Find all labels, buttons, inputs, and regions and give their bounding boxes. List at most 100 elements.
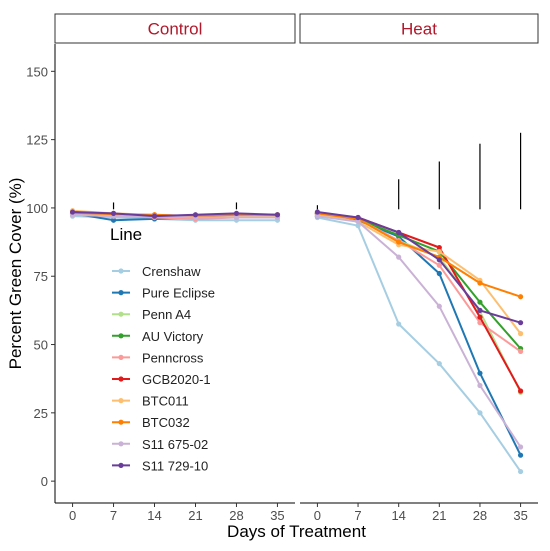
- legend-label: BTC011: [142, 394, 189, 409]
- panel-control: Control 0 7 14 21 28 35: [54, 13, 296, 523]
- legend-item: GCB2020-1: [112, 372, 211, 387]
- data-point: [477, 299, 483, 305]
- legend-label: BTC032: [142, 415, 190, 430]
- data-point: [396, 254, 402, 260]
- data-point: [517, 294, 524, 300]
- legend-label: Penn A4: [142, 307, 191, 322]
- facet-strip: [299, 13, 539, 44]
- legend-item: AU Victory: [112, 329, 204, 344]
- data-point: [477, 382, 483, 389]
- facet-strip-label: Heat: [401, 20, 437, 39]
- x-axis-title: Days of Treatment: [227, 522, 366, 541]
- x-tick-label: 28: [473, 508, 487, 523]
- legend: Line Crenshaw Pure Eclipse Penn A4 AU Victor…: [110, 225, 215, 473]
- legend-label: Pure Eclipse: [142, 286, 215, 301]
- data-point: [355, 223, 361, 229]
- x-tick-label: 21: [188, 508, 202, 523]
- legend-key-point: [118, 376, 124, 382]
- x-tick-label: 0: [69, 508, 76, 523]
- legend-item: S11 675-02: [112, 437, 208, 452]
- legend-item: Penn A4: [112, 307, 191, 322]
- data-point: [477, 314, 483, 320]
- legend-label: Penncross: [142, 350, 204, 365]
- x-tick-label: 35: [270, 508, 284, 523]
- legend-key-point: [118, 333, 124, 339]
- data-point: [274, 212, 281, 218]
- series-line: [72, 213, 278, 219]
- data-point: [436, 361, 442, 367]
- series-line: [317, 215, 522, 448]
- series-line: [317, 216, 522, 473]
- x-tick-label: 7: [354, 508, 361, 523]
- data-point: [436, 303, 442, 309]
- data-point: [396, 239, 402, 245]
- series-line: [317, 211, 521, 324]
- data-point: [477, 410, 483, 416]
- legend-label: S11 729-10: [142, 458, 208, 473]
- data-point: [517, 331, 524, 337]
- series-line: [317, 213, 522, 335]
- legend-item: S11 729-10: [112, 458, 208, 473]
- legend-key-point: [118, 398, 124, 404]
- data-point: [517, 320, 524, 326]
- facet-strip-label: Control: [148, 20, 203, 39]
- data-point: [233, 210, 240, 216]
- data-point: [477, 307, 483, 313]
- legend-key-point: [118, 311, 124, 317]
- series-line: [317, 212, 521, 298]
- legend-key-point: [118, 354, 124, 360]
- y-axis-title: Percent Green Cover (%): [6, 178, 25, 370]
- legend-key-point: [118, 462, 124, 468]
- data-point: [517, 468, 524, 475]
- data-point: [233, 214, 240, 221]
- legend-title: Line: [110, 225, 142, 244]
- series-line: [317, 212, 522, 392]
- legend-key-point: [118, 441, 124, 447]
- legend-label: GCB2020-1: [142, 372, 211, 387]
- x-tick-label: 14: [391, 508, 405, 523]
- data-point: [517, 388, 524, 394]
- data-point: [517, 452, 524, 458]
- legend-item: Penncross: [112, 350, 204, 365]
- x-tick-label: 21: [432, 508, 446, 523]
- y-tick-label: 100: [26, 201, 48, 216]
- data-point: [436, 270, 442, 277]
- data-point: [314, 213, 321, 219]
- series-line: [72, 211, 278, 218]
- data-point: [517, 444, 524, 450]
- legend-label: S11 675-02: [142, 437, 208, 452]
- panel-heat: Heat 0 7 14 21 28 35: [299, 13, 539, 523]
- legend-label: AU Victory: [142, 329, 204, 344]
- y-tick-label: 75: [34, 269, 48, 284]
- data-point: [436, 244, 442, 251]
- data-point: [355, 214, 361, 221]
- data-point: [477, 280, 483, 286]
- data-point: [477, 370, 483, 376]
- data-point: [151, 213, 158, 219]
- data-point: [69, 209, 76, 215]
- series-line: [72, 215, 278, 222]
- legend-item: Crenshaw: [112, 264, 201, 279]
- data-point: [436, 257, 442, 263]
- x-tick-label: 14: [147, 508, 161, 523]
- data-point: [110, 217, 117, 223]
- y-tick-label: 150: [26, 64, 48, 79]
- facet-strip: [54, 13, 296, 44]
- y-tick-label: 125: [26, 133, 48, 148]
- data-point: [436, 249, 442, 255]
- legend-key-point: [118, 419, 124, 425]
- legend-key-point: [118, 268, 124, 274]
- y-tick-label: 0: [41, 474, 48, 489]
- legend-item: BTC011: [112, 394, 189, 409]
- data-point: [436, 262, 442, 268]
- data-point: [192, 212, 199, 218]
- x-tick-label: 35: [513, 508, 527, 523]
- y-tick-label: 50: [34, 338, 48, 353]
- y-tick-label: 25: [34, 406, 48, 421]
- legend-key-point: [118, 290, 124, 296]
- data-point: [517, 348, 524, 354]
- x-tick-label: 7: [110, 508, 117, 523]
- legend-item: BTC032: [112, 415, 190, 430]
